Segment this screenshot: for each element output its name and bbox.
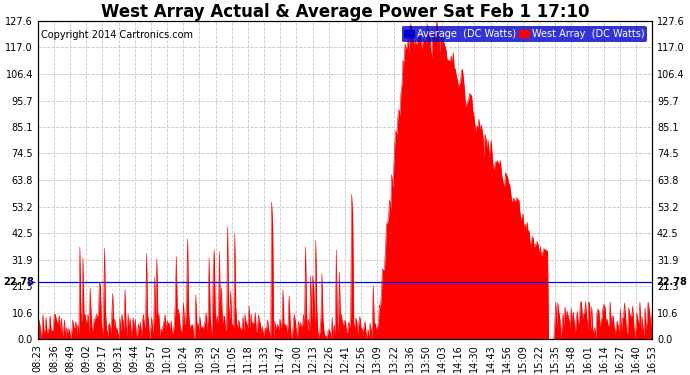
Text: 22.78: 22.78 [3,278,34,287]
Text: Copyright 2014 Cartronics.com: Copyright 2014 Cartronics.com [41,30,193,40]
Legend: Average  (DC Watts), West Array  (DC Watts): Average (DC Watts), West Array (DC Watts… [402,26,647,42]
Title: West Array Actual & Average Power Sat Feb 1 17:10: West Array Actual & Average Power Sat Fe… [101,3,589,21]
Text: 22.78: 22.78 [656,278,687,287]
